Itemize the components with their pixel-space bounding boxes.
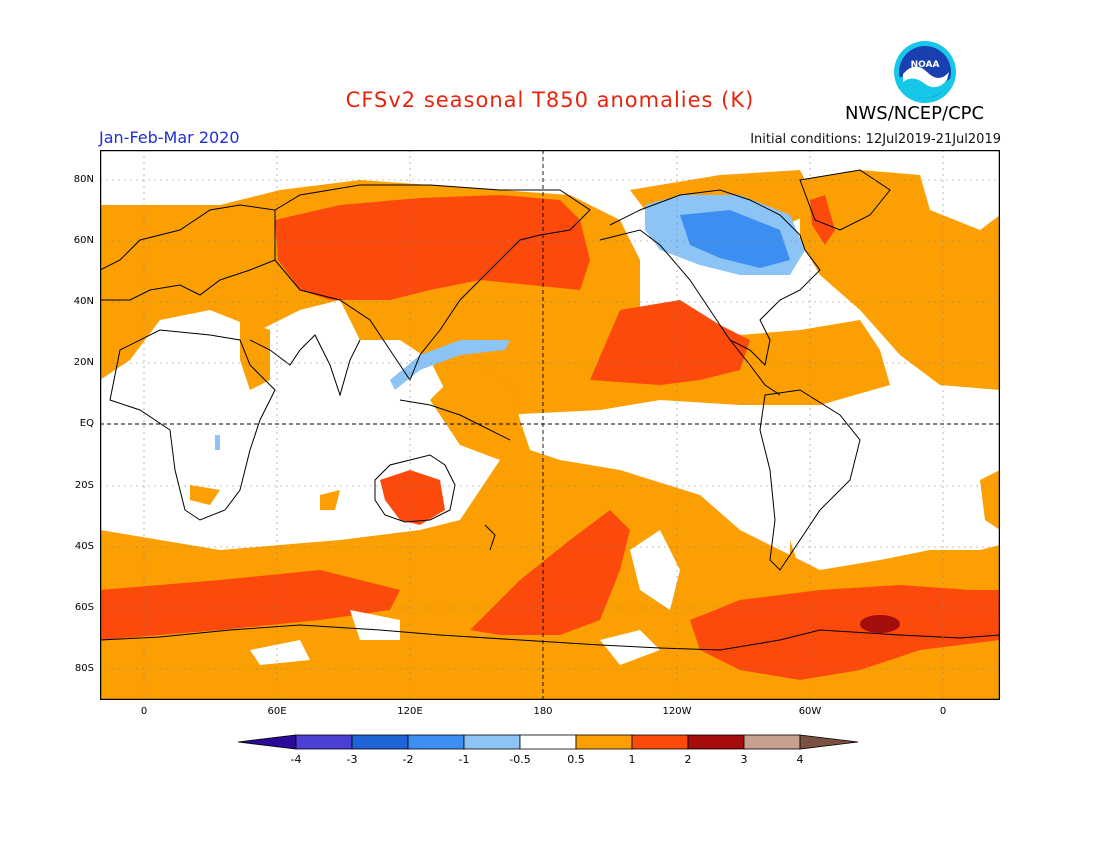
forecast-period: Jan-Feb-Mar 2020 (99, 128, 240, 147)
lon-label: 60E (267, 706, 287, 717)
lat-label: 60N (73, 235, 94, 246)
colorbar-label: 0.5 (567, 753, 585, 766)
lat-label: 40S (74, 541, 94, 552)
colorbar-segment (295, 734, 353, 750)
lat-label: 20N (73, 357, 94, 368)
colorbar-label: -2 (402, 753, 414, 766)
colorbar-label: -4 (290, 753, 302, 766)
colorbar-label: 1 (628, 753, 636, 766)
anomaly-darkred-spot (860, 615, 900, 633)
lon-label: 0 (939, 706, 947, 717)
lat-label: 60S (74, 602, 94, 613)
colorbar-label: -0.5 (509, 753, 531, 766)
colorbar-segment (351, 734, 409, 750)
lat-label: 20S (74, 480, 94, 491)
colorbar (238, 734, 859, 750)
colorbar-segment (463, 734, 521, 750)
lat-label: 80S (74, 663, 94, 674)
map-gridlines (100, 150, 1000, 700)
colorbar-segment (631, 734, 689, 750)
colorbar-label: 2 (684, 753, 692, 766)
colorbar-segment (519, 734, 577, 750)
colorbar-arrow-low (238, 734, 297, 750)
anomaly-red-regions (100, 195, 1000, 680)
colorbar-segment (743, 734, 801, 750)
lon-label: 0 (140, 706, 148, 717)
colorbar-segment (687, 734, 745, 750)
lat-label: 40N (73, 296, 94, 307)
lon-label: 180 (533, 706, 553, 717)
logo-text: NOAA (911, 60, 940, 70)
map-title: CFSv2 seasonal T850 anomalies (K) (345, 88, 755, 112)
lat-label: 80N (73, 174, 94, 185)
anomaly-neutral-regions (250, 530, 680, 665)
colorbar-label: -3 (346, 753, 358, 766)
anomaly-blue-regions (215, 195, 805, 450)
coastlines (100, 169, 1000, 651)
colorbar-segment (407, 734, 465, 750)
lon-label: 120E (397, 706, 423, 717)
lat-label: EQ (79, 418, 94, 429)
colorbar-label: 4 (796, 753, 804, 766)
colorbar-segments (238, 734, 859, 750)
initial-conditions: Initial conditions: 12Jul2019-21Jul2019 (750, 132, 1001, 147)
noaa-logo: NOAA (894, 41, 956, 103)
agency-name: NWS/NCEP/CPC (845, 103, 985, 124)
lon-label: 60W (798, 706, 822, 717)
colorbar-label: 3 (740, 753, 748, 766)
colorbar-label: -1 (458, 753, 470, 766)
colorbar-arrow-high (799, 734, 859, 750)
anomaly-map (100, 150, 1000, 700)
colorbar-segment (575, 734, 633, 750)
lon-label: 120W (662, 706, 692, 717)
